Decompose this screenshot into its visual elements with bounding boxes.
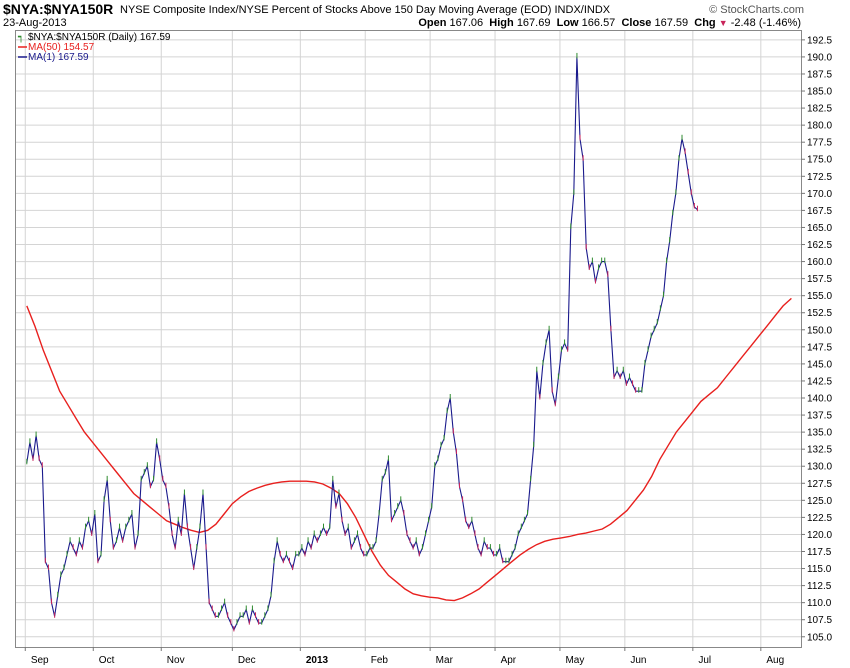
ohlc-readout: Open 167.06 High 167.69 Low 166.57 Close… [418,17,801,29]
close-label: Close [621,17,652,29]
high-label: High [489,17,514,29]
y-tick-label: 147.5 [807,342,832,353]
x-tick-label: Aug [766,655,784,666]
x-tick-label: Feb [371,655,389,666]
legend-ma1-label: MA(1) 167.59 [28,52,89,63]
y-tick-label: 172.5 [807,172,832,183]
x-tick-label: Sep [31,655,49,666]
y-tick-label: 105.0 [807,632,832,643]
y-tick-label: 130.0 [807,462,832,473]
ma50-line [26,297,792,602]
chg-label: Chg [694,17,716,29]
y-tick-label: 167.5 [807,206,832,217]
x-tick-label: Oct [99,655,115,666]
gridlines [16,31,801,647]
y-tick-label: 125.0 [807,496,832,507]
y-tick-label: 115.0 [807,564,832,575]
y-tick-label: 185.0 [807,87,832,98]
y-tick-label: 190.0 [807,52,832,63]
y-tick-label: 192.5 [807,35,832,46]
y-tick-label: 120.0 [807,530,832,541]
y-tick-label: 107.5 [807,615,832,626]
y-tick-label: 180.0 [807,121,832,132]
y-tick-label: 187.5 [807,69,832,80]
legend-price-label: $NYA:$NYA150R (Daily) 167.59 [28,32,171,43]
x-tick-label: May [565,655,584,666]
y-tick-label: 142.5 [807,376,832,387]
chart-date: 23-Aug-2013 [3,17,67,29]
x-tick-label: Jul [698,655,711,666]
y-tick-label: 135.0 [807,428,832,439]
y-tick-label: 112.5 [807,581,832,592]
y-tick-label: 132.5 [807,445,832,456]
y-tick-label: 155.0 [807,291,832,302]
chart-symbol: $NYA:$NYA150R [3,1,114,17]
x-tick-label: Dec [238,655,256,666]
legend-ma50-label: MA(50) 154.57 [28,42,95,53]
y-tick-label: 137.5 [807,411,832,422]
y-tick-label: 117.5 [807,547,832,558]
open-value: 167.06 [449,17,484,29]
copyright-text: © StockCharts.com [709,4,804,16]
y-tick-label: 145.0 [807,359,832,370]
y-tick-label: 175.0 [807,155,832,166]
x-tick-label: Mar [436,655,454,666]
legend-price-icon: ┑ [17,32,24,43]
y-tick-label: 150.0 [807,325,832,336]
x-tick-label: Jun [630,655,646,666]
y-tick-label: 110.0 [807,598,832,609]
legend: ┑ $NYA:$NYA150R (Daily) 167.59 MA(50) 15… [17,32,171,63]
y-tick-label: 165.0 [807,223,832,234]
y-tick-label: 140.0 [807,394,832,405]
y-tick-label: 122.5 [807,513,832,524]
y-tick-label: 152.5 [807,308,832,319]
y-tick-label: 157.5 [807,274,832,285]
y-axis: 105.0 107.5 110.0 112.5 115.0 117.5 120.0 122.5… [801,35,832,643]
y-tick-label: 127.5 [807,479,832,490]
y-tick-label: 170.0 [807,189,832,200]
low-label: Low [556,17,579,29]
open-label: Open [418,17,447,29]
high-value: 167.69 [516,17,551,29]
y-tick-label: 182.5 [807,104,832,115]
chart-description: NYSE Composite Index/NYSE Percent of Sto… [120,4,611,16]
series-group [26,52,792,632]
y-tick-label: 162.5 [807,240,832,251]
low-value: 166.57 [581,17,616,29]
x-axis: Sep Oct Nov Dec 2013 Feb Mar Apr May Jun Jul Aug [24,647,784,666]
y-tick-label: 160.0 [807,257,832,268]
x-tick-label: Apr [501,655,517,666]
plot-frame [15,30,802,648]
close-value: 167.59 [654,17,689,29]
down-triangle-icon: ▼ [718,18,728,28]
price-line [26,56,698,632]
x-tick-label: 2013 [306,655,329,666]
x-tick-label: Nov [167,655,185,666]
chg-value: -2.48 (-1.46%) [730,17,801,29]
copyright-label[interactable]: © StockCharts.com [709,4,804,16]
y-tick-label: 177.5 [807,138,832,149]
